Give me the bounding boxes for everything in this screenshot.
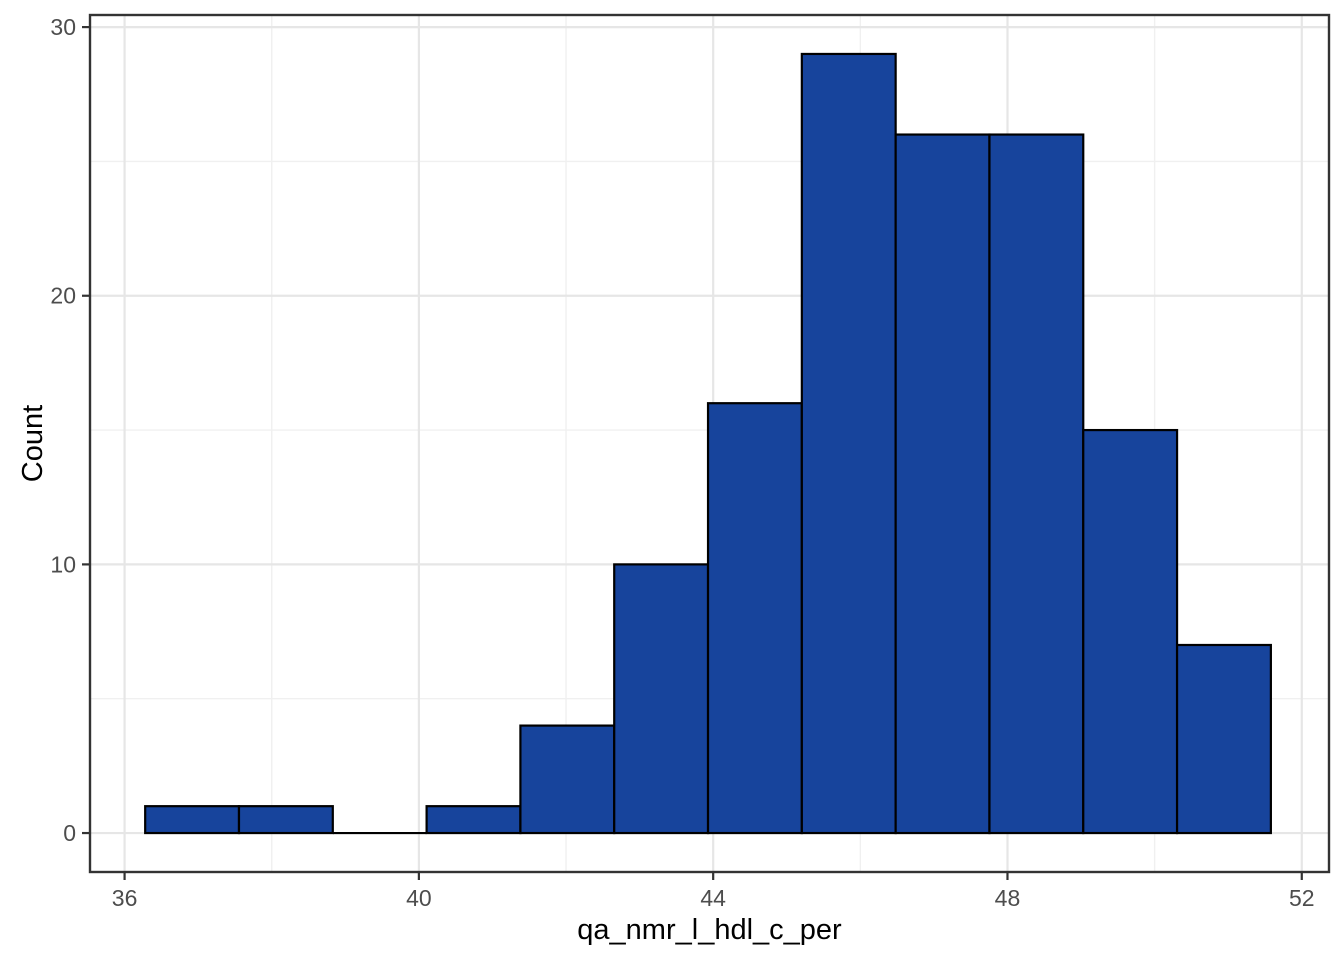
y-tick-label: 30: [50, 14, 76, 40]
y-tick-label: 0: [63, 820, 76, 846]
panel-border: [88, 13, 1331, 874]
x-tick-label: 52: [1289, 885, 1315, 911]
axis-ticks-layer: [82, 25, 1303, 880]
x-tick-label: 40: [406, 885, 432, 911]
histogram-bar: [1175, 643, 1272, 835]
axis-labels-layer: 36 40 44 48 52 0 10 20 30: [50, 14, 1314, 911]
x-tick-label: 44: [700, 885, 726, 911]
panel-border-layer: [88, 13, 1331, 874]
x-tick-label: 48: [995, 885, 1021, 911]
histogram-bar: [706, 402, 803, 835]
histogram-bar: [1082, 428, 1179, 835]
histogram-bar: [894, 133, 991, 835]
histogram-bar: [800, 52, 897, 835]
histogram-bar: [144, 805, 241, 835]
histogram-bar: [613, 563, 710, 835]
x-axis-title: qa_nmr_l_hdl_c_per: [577, 914, 842, 946]
y-tick-label: 20: [50, 283, 76, 309]
histogram-bar: [519, 724, 616, 835]
histogram-bar: [237, 805, 334, 835]
histogram-bar: [988, 133, 1085, 835]
y-tick-label: 10: [50, 551, 76, 577]
y-axis-title: Count: [17, 405, 49, 482]
histogram-bar: [425, 805, 522, 835]
bars-layer: [144, 52, 1272, 835]
x-tick-label: 36: [112, 885, 138, 911]
